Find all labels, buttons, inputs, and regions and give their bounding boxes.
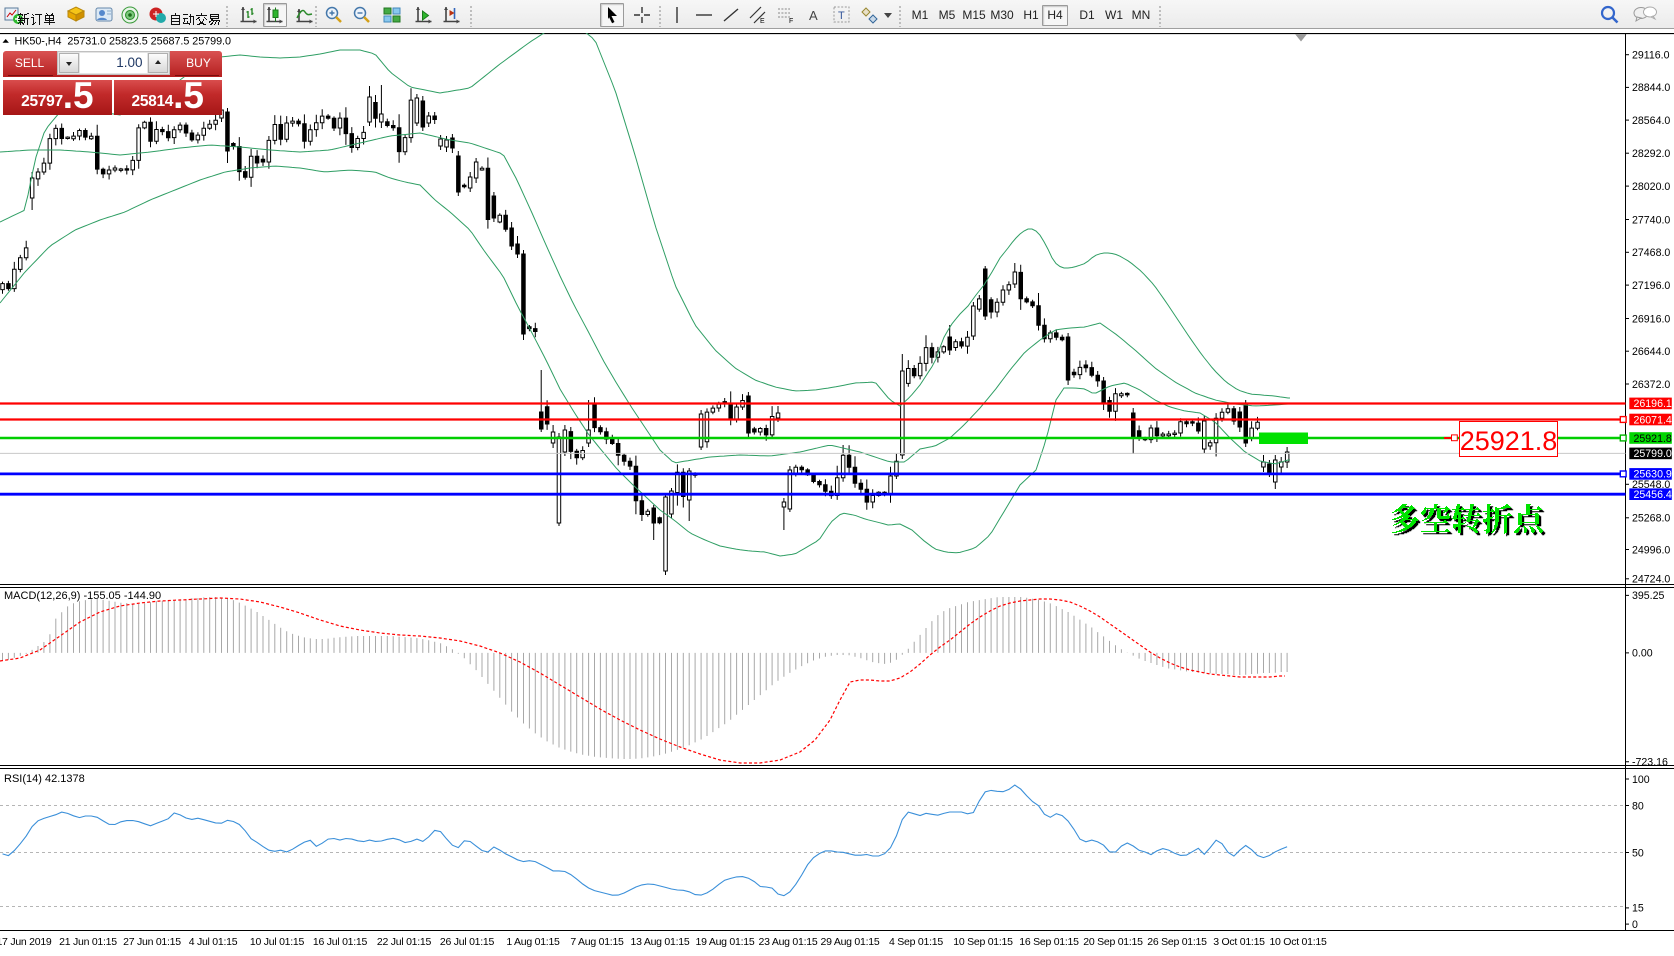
svg-text:26372.0: 26372.0 xyxy=(1632,379,1670,391)
svg-text:26 Sep 01:15: 26 Sep 01:15 xyxy=(1147,936,1207,948)
svg-text:25921.8: 25921.8 xyxy=(1634,433,1672,445)
svg-text:T: T xyxy=(838,10,845,22)
svg-text:19 Aug 01:15: 19 Aug 01:15 xyxy=(696,936,755,948)
svg-text:RSI(14) 42.1378: RSI(14) 42.1378 xyxy=(4,773,85,785)
svg-text:25799.0: 25799.0 xyxy=(1634,448,1672,460)
svg-text:27740.0: 27740.0 xyxy=(1632,214,1670,226)
svg-text:24996.0: 24996.0 xyxy=(1632,544,1670,556)
svg-text:23 Aug 01:15: 23 Aug 01:15 xyxy=(759,936,818,948)
svg-text:1 Aug 01:15: 1 Aug 01:15 xyxy=(506,936,560,948)
svg-text:395.25: 395.25 xyxy=(1632,590,1665,602)
svg-text:MACD(12,26,9) -155.05 -144.90: MACD(12,26,9) -155.05 -144.90 xyxy=(4,590,161,602)
svg-text:25548.0: 25548.0 xyxy=(1632,479,1670,491)
svg-text:29116.0: 29116.0 xyxy=(1632,50,1670,62)
svg-text:-723.16: -723.16 xyxy=(1632,757,1668,769)
svg-text:16 Sep 01:15: 16 Sep 01:15 xyxy=(1019,936,1079,948)
svg-text:10 Oct 01:15: 10 Oct 01:15 xyxy=(1269,936,1327,948)
svg-text:27 Jun 01:15: 27 Jun 01:15 xyxy=(123,936,181,948)
svg-text:10 Jul 01:15: 10 Jul 01:15 xyxy=(250,936,305,948)
svg-text:F: F xyxy=(789,18,793,25)
svg-text:3 Oct 01:15: 3 Oct 01:15 xyxy=(1213,936,1265,948)
svg-text:4 Jul 01:15: 4 Jul 01:15 xyxy=(189,936,238,948)
svg-text:80: 80 xyxy=(1632,800,1644,812)
svg-text:29 Aug 01:15: 29 Aug 01:15 xyxy=(821,936,880,948)
svg-text:A: A xyxy=(809,8,818,23)
svg-text:22 Jul 01:15: 22 Jul 01:15 xyxy=(377,936,432,948)
svg-text:10 Sep 01:15: 10 Sep 01:15 xyxy=(953,936,1013,948)
svg-text:21 Jun 01:15: 21 Jun 01:15 xyxy=(59,936,117,948)
svg-text:25630.9: 25630.9 xyxy=(1634,469,1672,481)
svg-text:26916.0: 26916.0 xyxy=(1632,313,1670,325)
svg-text:7 Aug 01:15: 7 Aug 01:15 xyxy=(570,936,624,948)
svg-text:25921.8: 25921.8 xyxy=(1460,426,1558,456)
svg-text:28292.0: 28292.0 xyxy=(1632,148,1670,160)
svg-text:24724.0: 24724.0 xyxy=(1632,574,1670,586)
svg-text:50: 50 xyxy=(1632,847,1644,859)
svg-text:E: E xyxy=(760,18,765,25)
svg-text:15: 15 xyxy=(1632,903,1644,915)
svg-text:HK50-,H4 25731.0 25823.5 2568: HK50-,H4 25731.0 25823.5 25687.5 25799.0 xyxy=(15,35,232,47)
svg-text:26 Jul 01:15: 26 Jul 01:15 xyxy=(440,936,495,948)
svg-text:17 Jun 2019: 17 Jun 2019 xyxy=(0,936,52,948)
svg-text:0: 0 xyxy=(1632,919,1638,931)
svg-text:28564.0: 28564.0 xyxy=(1632,115,1670,127)
svg-text:28844.0: 28844.0 xyxy=(1632,82,1670,94)
svg-text:26196.1: 26196.1 xyxy=(1634,398,1672,410)
svg-text:25456.4: 25456.4 xyxy=(1634,489,1672,501)
svg-text:16 Jul 01:15: 16 Jul 01:15 xyxy=(313,936,368,948)
svg-text:26644.0: 26644.0 xyxy=(1632,346,1670,358)
svg-text:25268.0: 25268.0 xyxy=(1632,513,1670,525)
svg-text:27468.0: 27468.0 xyxy=(1632,247,1670,259)
svg-text:20 Sep 01:15: 20 Sep 01:15 xyxy=(1083,936,1143,948)
svg-text:28020.0: 28020.0 xyxy=(1632,181,1670,193)
svg-text:0.00: 0.00 xyxy=(1632,648,1653,660)
svg-text:26071.4: 26071.4 xyxy=(1634,414,1672,426)
svg-text:4 Sep 01:15: 4 Sep 01:15 xyxy=(889,936,943,948)
svg-text:13 Aug 01:15: 13 Aug 01:15 xyxy=(631,936,690,948)
svg-text:100: 100 xyxy=(1632,774,1650,786)
svg-text:27196.0: 27196.0 xyxy=(1632,280,1670,292)
